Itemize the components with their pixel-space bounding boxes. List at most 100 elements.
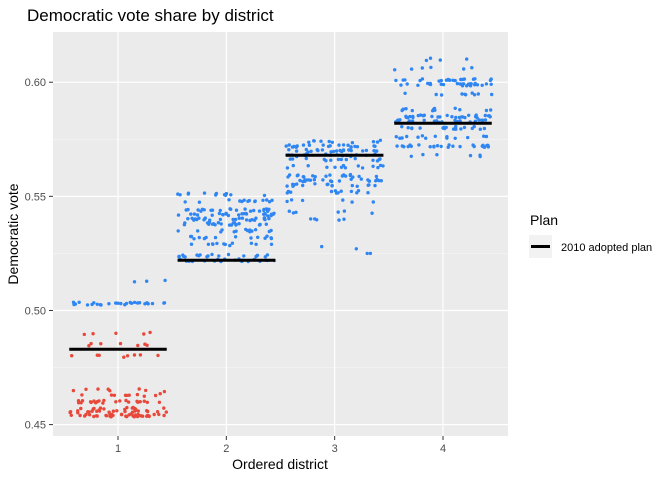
data-point	[445, 135, 449, 139]
data-point	[217, 211, 222, 216]
data-point	[109, 393, 114, 397]
data-point	[224, 211, 228, 215]
data-point	[290, 145, 295, 149]
data-point	[360, 166, 365, 170]
data-point	[460, 84, 465, 88]
data-point	[155, 410, 160, 414]
data-point	[189, 234, 194, 239]
data-point	[408, 114, 412, 119]
data-point	[324, 174, 328, 178]
data-point	[145, 413, 150, 418]
data-point	[196, 229, 200, 233]
data-point	[329, 158, 333, 162]
data-point	[336, 191, 340, 195]
data-point	[233, 235, 238, 239]
data-point	[453, 136, 457, 140]
data-point	[460, 92, 464, 96]
data-point	[463, 92, 467, 97]
data-point	[473, 77, 477, 81]
data-point	[137, 387, 141, 391]
data-point	[435, 144, 440, 148]
grid-minor	[53, 138, 508, 368]
data-point	[263, 217, 267, 222]
data-point	[445, 113, 449, 118]
data-point	[95, 353, 100, 357]
data-point	[394, 135, 398, 139]
data-point	[416, 135, 420, 139]
data-point	[80, 393, 84, 397]
data-point	[162, 389, 167, 394]
data-point	[79, 406, 83, 411]
data-point	[458, 82, 462, 86]
data-point	[337, 143, 341, 147]
legend: Plan 2010 adopted plan	[529, 212, 652, 258]
data-point	[453, 106, 457, 111]
data-point	[341, 143, 346, 147]
data-point	[214, 191, 219, 196]
data-point	[254, 242, 258, 246]
data-point	[406, 144, 410, 149]
data-point	[177, 254, 181, 258]
data-point	[138, 400, 142, 404]
data-point	[226, 213, 231, 218]
data-point	[333, 165, 337, 169]
data-point	[237, 216, 241, 220]
data-point	[467, 113, 471, 118]
data-point	[142, 399, 146, 403]
data-point	[294, 210, 298, 214]
data-point	[416, 83, 420, 88]
data-point	[262, 208, 266, 213]
data-point	[164, 410, 168, 414]
data-point	[144, 388, 148, 393]
data-point	[192, 218, 196, 222]
data-point	[284, 144, 288, 148]
data-point	[350, 183, 354, 188]
data-point	[343, 174, 348, 178]
data-point	[271, 212, 275, 216]
data-point	[470, 66, 474, 70]
data-point	[489, 82, 493, 87]
data-point	[295, 174, 299, 178]
data-point	[248, 230, 252, 234]
data-point	[372, 144, 376, 148]
data-point	[157, 400, 162, 404]
data-point	[269, 236, 273, 240]
data-point	[186, 192, 190, 196]
data-point	[309, 149, 313, 153]
data-point	[429, 65, 433, 70]
data-point	[231, 217, 235, 222]
data-point	[202, 236, 207, 241]
data-point	[267, 216, 271, 221]
data-point	[478, 127, 482, 131]
data-point	[371, 164, 375, 168]
data-point	[291, 184, 295, 188]
data-point	[95, 414, 99, 418]
data-point	[460, 115, 464, 119]
data-point	[372, 149, 376, 153]
data-point	[480, 118, 484, 122]
data-point	[321, 178, 325, 182]
data-point	[337, 218, 341, 222]
data-point	[70, 354, 74, 358]
data-point	[309, 217, 313, 221]
data-point	[90, 302, 94, 307]
data-point	[370, 211, 374, 215]
data-point	[72, 302, 76, 307]
data-point	[289, 190, 293, 194]
data-point	[330, 140, 334, 144]
data-point	[306, 150, 310, 154]
data-point	[420, 77, 425, 81]
data-point	[462, 67, 466, 71]
y-axis: 0.45 0.50 0.55 0.60	[25, 77, 53, 432]
data-point	[465, 84, 469, 88]
data-point	[366, 178, 370, 182]
data-point	[104, 414, 109, 418]
data-point	[82, 332, 87, 337]
data-point	[427, 82, 431, 86]
data-point	[71, 388, 76, 393]
data-point	[330, 184, 334, 188]
data-point	[244, 218, 249, 222]
data-point	[341, 198, 345, 202]
data-point	[375, 140, 380, 144]
data-point	[186, 207, 190, 212]
